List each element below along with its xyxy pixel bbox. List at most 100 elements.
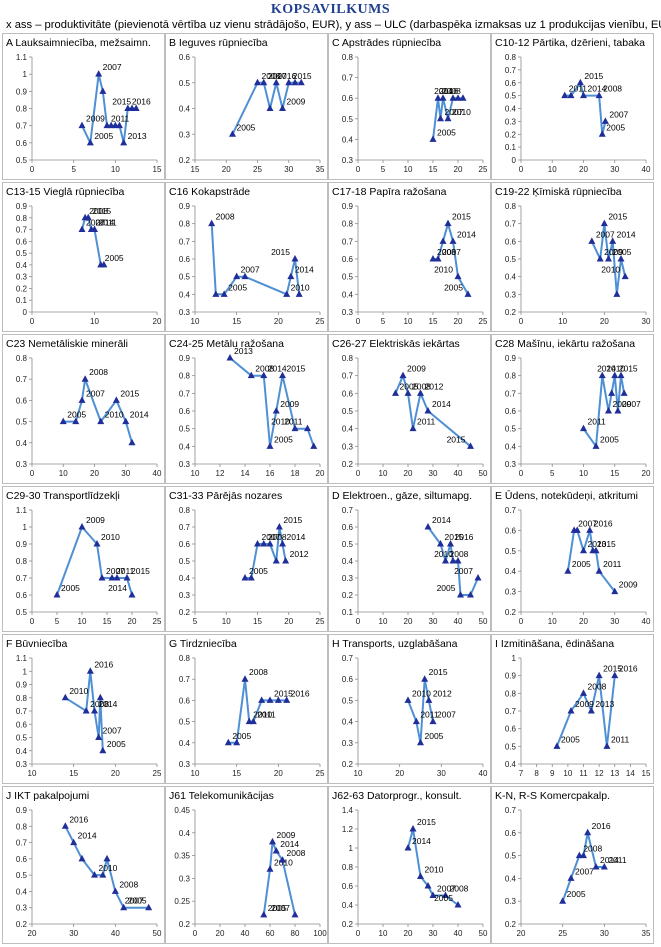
x-tick-label: 0 xyxy=(519,617,524,626)
x-tick-label: 25 xyxy=(153,617,162,626)
data-point xyxy=(78,121,86,129)
y-tick-label: 0.7 xyxy=(505,806,517,815)
point-year-label: 2009 xyxy=(407,364,426,374)
data-point xyxy=(128,591,136,598)
data-point xyxy=(603,742,611,749)
data-point xyxy=(295,290,303,297)
x-tick-label: 18 xyxy=(291,469,300,478)
data-point xyxy=(120,138,128,146)
data-point xyxy=(274,696,282,703)
y-tick-label: 0.9 xyxy=(505,672,517,681)
data-point xyxy=(434,94,442,101)
x-tick-label: 10 xyxy=(404,165,413,174)
chart-axes xyxy=(520,358,646,465)
x-tick-label: 0 xyxy=(30,165,35,174)
point-year-label: 2007 xyxy=(622,399,641,409)
chart-panel-frame xyxy=(2,33,165,180)
point-year-label: 2008 xyxy=(583,844,602,854)
y-tick-label: 0.2 xyxy=(16,284,28,293)
chart-panel-frame xyxy=(491,486,654,632)
data-point xyxy=(99,87,107,94)
y-tick-label: 0.1 xyxy=(505,143,517,152)
y-tick-label: 0.3 xyxy=(179,760,191,769)
series-line xyxy=(407,678,434,744)
y-tick-label: 0.7 xyxy=(342,506,354,515)
data-point xyxy=(567,707,575,714)
x-tick-label: 40 xyxy=(642,617,651,626)
x-tick-label: 20 xyxy=(153,317,162,326)
y-tick-label: 0.4 xyxy=(179,442,191,451)
point-year-label: 2015 xyxy=(447,434,466,444)
y-tick-label: 0.6 xyxy=(342,882,354,891)
x-tick-label: 20 xyxy=(600,317,609,326)
x-tick-label: 12 xyxy=(216,469,225,478)
page-title: KOPSAVILKUMS xyxy=(270,2,391,17)
y-tick-label: 0.7 xyxy=(16,122,28,131)
y-tick-label: 0.9 xyxy=(179,354,191,363)
data-point xyxy=(266,865,274,872)
x-tick-label: 5 xyxy=(381,317,386,326)
data-point xyxy=(464,290,472,297)
y-tick-label: 0.3 xyxy=(342,442,354,451)
point-year-label: 2005 xyxy=(444,282,463,292)
x-tick-label: 15 xyxy=(232,317,241,326)
y-tick-label: 0.8 xyxy=(505,202,517,211)
data-point xyxy=(233,272,241,280)
point-year-label: 2007 xyxy=(86,218,105,228)
point-year-label: 2011 xyxy=(284,417,303,427)
x-tick-label: 20 xyxy=(579,165,588,174)
x-tick-label: 10 xyxy=(404,317,413,326)
data-point xyxy=(103,854,111,862)
chart-axes xyxy=(194,358,320,465)
x-tick-label: 14 xyxy=(241,469,250,478)
y-tick-label: 0.2 xyxy=(342,920,354,929)
chart-panel: C29-30 Transportlīdzekļi 0.5 0.6 0.7 0.8 0.9 1… xyxy=(6,490,162,626)
point-year-label: 2016 xyxy=(594,518,613,528)
point-year-label: 2015 xyxy=(452,212,471,222)
data-point xyxy=(249,717,257,725)
x-tick-label: 10 xyxy=(558,317,567,326)
y-tick-label: 0.6 xyxy=(342,523,354,532)
x-tick-label: 20 xyxy=(216,929,225,938)
data-point xyxy=(576,78,584,86)
data-point xyxy=(95,733,103,740)
chart-title: A Lauksaimniecība, mežsaimn. xyxy=(6,37,151,49)
data-point xyxy=(429,717,437,725)
point-year-label: 2011 xyxy=(111,114,130,124)
y-tick-label: 0.2 xyxy=(179,920,191,929)
data-point xyxy=(266,540,274,547)
chart-axes xyxy=(357,810,483,925)
chart-panel-frame xyxy=(165,634,328,784)
data-point xyxy=(553,742,561,749)
chart-title: C17-18 Papīra ražošana xyxy=(332,186,447,198)
point-year-label: 2005 xyxy=(425,731,444,741)
chart-panel-frame xyxy=(2,786,165,944)
x-tick-label: 10 xyxy=(111,165,120,174)
data-point xyxy=(567,874,575,881)
data-point xyxy=(91,225,98,233)
y-tick-label: 0.6 xyxy=(16,591,28,600)
point-year-label: 2007 xyxy=(86,388,105,398)
point-year-label: 2014 xyxy=(78,831,97,841)
data-point xyxy=(592,546,600,554)
y-tick-label: 0.2 xyxy=(179,156,191,165)
chart-panel: I Izmitināšana, ēdināšana 0.4 0.5 0.6 0.7 0.8… xyxy=(495,638,651,778)
data-point xyxy=(609,237,617,244)
data-point xyxy=(596,255,604,262)
point-year-label: 2015 xyxy=(597,539,616,549)
x-tick-label: 0 xyxy=(519,469,524,478)
chart-axes xyxy=(357,510,483,613)
data-point xyxy=(605,255,612,262)
y-tick-label: 0.5 xyxy=(342,273,354,282)
data-point xyxy=(297,78,305,86)
data-point xyxy=(611,587,619,595)
x-tick-label: 8 xyxy=(534,769,539,778)
data-point xyxy=(437,540,444,547)
data-point xyxy=(404,389,412,396)
data-point xyxy=(459,94,467,101)
point-year-label: 2015 xyxy=(429,667,448,677)
y-tick-label: 0.3 xyxy=(16,904,28,913)
y-tick-label: 0.5 xyxy=(179,425,191,434)
y-tick-label: 0.8 xyxy=(16,822,28,831)
x-tick-label: 5 xyxy=(381,165,386,174)
